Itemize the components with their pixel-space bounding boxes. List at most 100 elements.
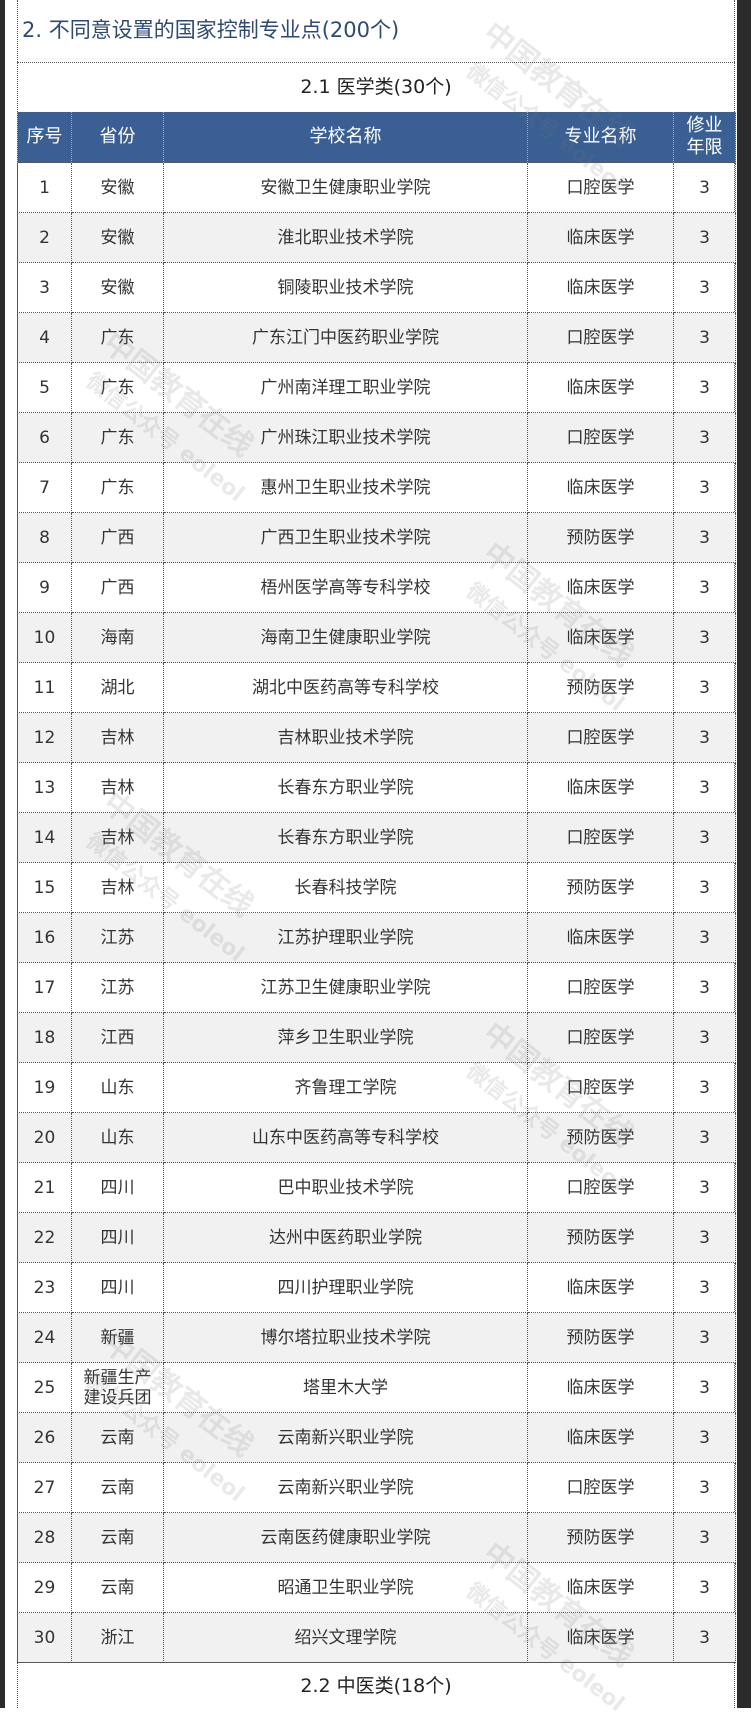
cell-major: 预防医学 xyxy=(527,512,674,563)
cell-province: 广东 xyxy=(71,312,164,363)
cell-school: 四川护理职业学院 xyxy=(163,1262,528,1313)
table-row: 19 山东 齐鲁理工学院 口腔医学 3 xyxy=(17,1062,736,1113)
cell-major: 预防医学 xyxy=(527,862,674,913)
cell-years: 3 xyxy=(673,412,736,463)
cell-province: 云南 xyxy=(71,1412,164,1463)
cell-major: 临床医学 xyxy=(527,1362,674,1413)
cell-major: 临床医学 xyxy=(527,212,674,263)
cell-province: 山东 xyxy=(71,1062,164,1113)
cell-major: 口腔医学 xyxy=(527,1462,674,1513)
cell-years: 3 xyxy=(673,262,736,313)
cell-major: 预防医学 xyxy=(527,1112,674,1163)
cell-years: 3 xyxy=(673,862,736,913)
cell-school: 云南新兴职业学院 xyxy=(163,1412,528,1463)
table-row: 8 广西 广西卫生职业技术学院 预防医学 3 xyxy=(17,512,736,563)
cell-years: 3 xyxy=(673,812,736,863)
cell-index: 16 xyxy=(17,912,72,963)
table-row: 7 广东 惠州卫生职业技术学院 临床医学 3 xyxy=(17,462,736,513)
cell-school: 惠州卫生职业技术学院 xyxy=(163,462,528,513)
table-row: 14 吉林 长春东方职业学院 口腔医学 3 xyxy=(17,812,736,863)
cell-province: 安徽 xyxy=(71,162,164,213)
medicine-table: 序号 省份 学校名称 专业名称 修业年限 1 安徽 安徽卫生健康职业学院 口腔医学 3 2… xyxy=(17,112,736,1663)
cell-index: 4 xyxy=(17,312,72,363)
header-province: 省份 xyxy=(71,112,164,163)
cell-index: 6 xyxy=(17,412,72,463)
cell-major: 口腔医学 xyxy=(527,162,674,213)
cell-major: 临床医学 xyxy=(527,1412,674,1463)
cell-index: 7 xyxy=(17,462,72,513)
cell-years: 3 xyxy=(673,1262,736,1313)
cell-major: 预防医学 xyxy=(527,662,674,713)
cell-school: 长春东方职业学院 xyxy=(163,762,528,813)
cell-province: 四川 xyxy=(71,1262,164,1313)
cell-province: 吉林 xyxy=(71,812,164,863)
cell-years: 3 xyxy=(673,362,736,413)
cell-major: 临床医学 xyxy=(527,262,674,313)
cell-major: 口腔医学 xyxy=(527,712,674,763)
table-row: 23 四川 四川护理职业学院 临床医学 3 xyxy=(17,1262,736,1313)
table-row: 18 江西 萍乡卫生职业学院 口腔医学 3 xyxy=(17,1012,736,1063)
cell-years: 3 xyxy=(673,212,736,263)
cell-major: 临床医学 xyxy=(527,562,674,613)
table-row: 2 安徽 淮北职业技术学院 临床医学 3 xyxy=(17,212,736,263)
cell-province: 新疆生产建设兵团 xyxy=(71,1362,164,1413)
cell-major: 口腔医学 xyxy=(527,962,674,1013)
cell-years: 3 xyxy=(673,912,736,963)
cell-major: 临床医学 xyxy=(527,912,674,963)
cell-index: 20 xyxy=(17,1112,72,1163)
cell-school: 安徽卫生健康职业学院 xyxy=(163,162,528,213)
section-title: 2. 不同意设置的国家控制专业点(200个) xyxy=(22,18,400,42)
table-row: 12 吉林 吉林职业技术学院 口腔医学 3 xyxy=(17,712,736,763)
cell-school: 博尔塔拉职业技术学院 xyxy=(163,1312,528,1363)
cell-province: 吉林 xyxy=(71,862,164,913)
cell-province: 云南 xyxy=(71,1512,164,1563)
cell-province: 新疆 xyxy=(71,1312,164,1363)
cell-years: 3 xyxy=(673,1412,736,1463)
cell-index: 21 xyxy=(17,1162,72,1213)
cell-major: 预防医学 xyxy=(527,1512,674,1563)
cell-years: 3 xyxy=(673,1312,736,1363)
cell-school: 萍乡卫生职业学院 xyxy=(163,1012,528,1063)
cell-index: 18 xyxy=(17,1012,72,1063)
cell-province: 吉林 xyxy=(71,712,164,763)
cell-years: 3 xyxy=(673,1362,736,1413)
table-row: 21 四川 巴中职业技术学院 口腔医学 3 xyxy=(17,1162,736,1213)
cell-province: 云南 xyxy=(71,1562,164,1613)
cell-years: 3 xyxy=(673,762,736,813)
cell-index: 27 xyxy=(17,1462,72,1513)
table-row: 15 吉林 长春科技学院 预防医学 3 xyxy=(17,862,736,913)
cell-years: 3 xyxy=(673,1162,736,1213)
cell-school: 吉林职业技术学院 xyxy=(163,712,528,763)
subsection-title-tcm: 2.2 中医类(18个) xyxy=(17,1662,735,1708)
cell-school: 齐鲁理工学院 xyxy=(163,1062,528,1113)
table-row: 20 山东 山东中医药高等专科学校 预防医学 3 xyxy=(17,1112,736,1163)
cell-school: 江苏护理职业学院 xyxy=(163,912,528,963)
header-school: 学校名称 xyxy=(163,112,528,163)
cell-index: 3 xyxy=(17,262,72,313)
cell-major: 临床医学 xyxy=(527,1612,674,1663)
cell-major: 临床医学 xyxy=(527,362,674,413)
table-row: 10 海南 海南卫生健康职业学院 临床医学 3 xyxy=(17,612,736,663)
header-major: 专业名称 xyxy=(527,112,674,163)
cell-province: 湖北 xyxy=(71,662,164,713)
table-row: 3 安徽 铜陵职业技术学院 临床医学 3 xyxy=(17,262,736,313)
cell-major: 口腔医学 xyxy=(527,312,674,363)
cell-years: 3 xyxy=(673,512,736,563)
cell-major: 临床医学 xyxy=(527,1562,674,1613)
table-row: 16 江苏 江苏护理职业学院 临床医学 3 xyxy=(17,912,736,963)
cell-index: 15 xyxy=(17,862,72,913)
cell-school: 江苏卫生健康职业学院 xyxy=(163,962,528,1013)
cell-index: 28 xyxy=(17,1512,72,1563)
cell-major: 口腔医学 xyxy=(527,412,674,463)
left-edge xyxy=(0,0,5,1708)
cell-index: 12 xyxy=(17,712,72,763)
cell-school: 巴中职业技术学院 xyxy=(163,1162,528,1213)
cell-index: 25 xyxy=(17,1362,72,1413)
cell-major: 临床医学 xyxy=(527,612,674,663)
cell-major: 口腔医学 xyxy=(527,812,674,863)
cell-province: 安徽 xyxy=(71,262,164,313)
cell-years: 3 xyxy=(673,1612,736,1663)
cell-index: 1 xyxy=(17,162,72,213)
cell-province: 云南 xyxy=(71,1462,164,1513)
header-years: 修业年限 xyxy=(673,112,736,163)
